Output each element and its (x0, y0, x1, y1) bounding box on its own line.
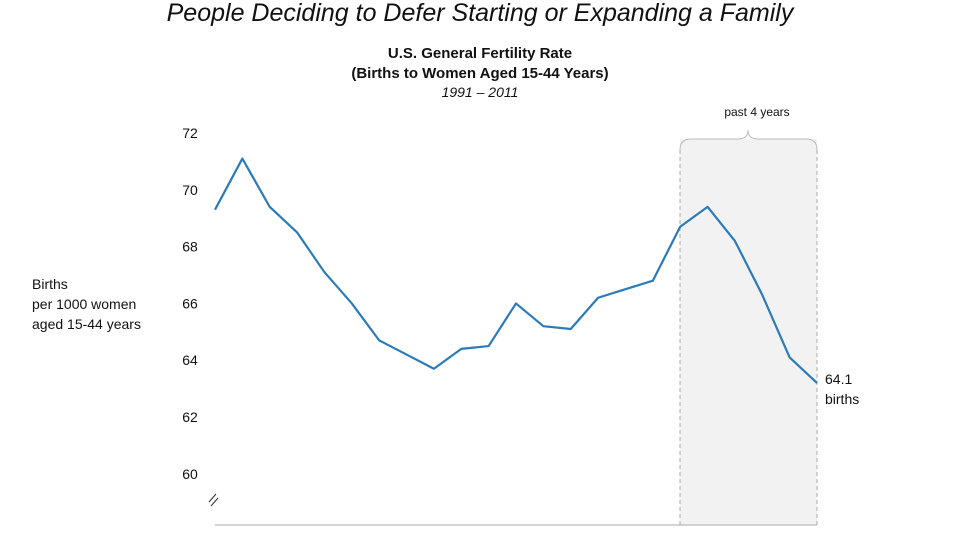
y-tick-label: 68 (182, 239, 198, 255)
y-tick-label: 66 (182, 295, 198, 311)
highlight-bracket (679, 129, 818, 151)
y-tick-label: 70 (182, 182, 198, 198)
y-tick-label: 64 (182, 352, 198, 368)
y-tick-label: 72 (182, 125, 198, 141)
chart-title: People Deciding to Defer Starting or Exp… (167, 0, 795, 27)
axis-break (208, 493, 217, 503)
chart-subtitle: (Births to Women Aged 15-44 Years) (351, 65, 608, 82)
highlight-region (680, 139, 817, 525)
end-label: births (825, 391, 859, 407)
end-label: 64.1 (825, 371, 852, 387)
annotation: past 4 years (724, 105, 789, 119)
data-line (214, 157, 818, 384)
y-axis-label: per 1000 women (32, 296, 136, 312)
chart-subtitle: U.S. General Fertility Rate (388, 45, 572, 62)
y-tick-label: 60 (182, 466, 198, 482)
axis-break (210, 497, 219, 507)
period-label: 1991 – 2011 (442, 84, 519, 100)
y-axis-label: Births (32, 276, 68, 292)
y-tick-label: 62 (182, 409, 198, 425)
y-axis-label: aged 15-44 years (32, 316, 141, 332)
